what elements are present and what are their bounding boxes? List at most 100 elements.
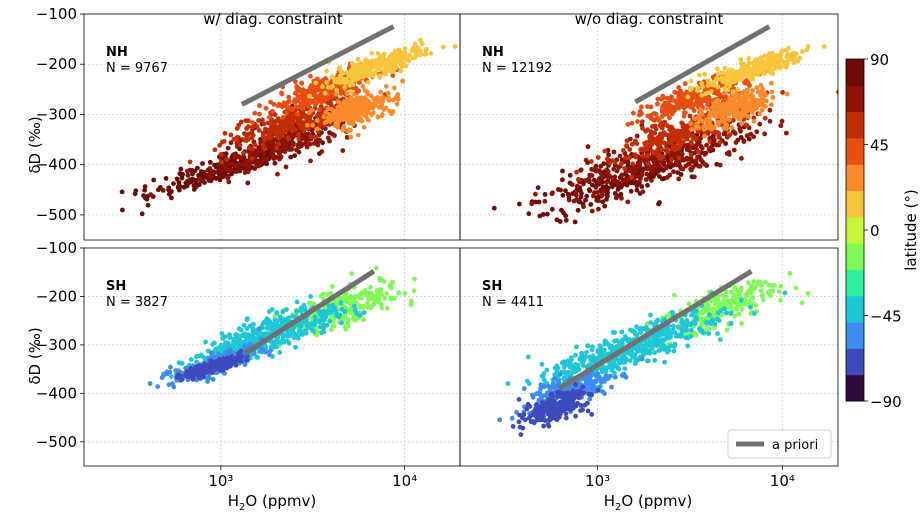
data-point bbox=[723, 117, 729, 123]
data-point bbox=[203, 339, 209, 345]
data-point bbox=[664, 111, 670, 117]
data-point bbox=[386, 61, 392, 67]
data-point bbox=[274, 155, 279, 160]
data-point bbox=[683, 110, 688, 116]
data-point bbox=[769, 62, 774, 68]
data-point bbox=[732, 285, 738, 290]
data-point bbox=[280, 309, 286, 315]
data-point bbox=[272, 160, 278, 166]
data-point bbox=[234, 332, 240, 338]
data-point bbox=[633, 331, 638, 337]
data-point bbox=[629, 141, 635, 147]
data-point bbox=[402, 290, 408, 296]
data-point bbox=[276, 141, 282, 147]
data-point bbox=[261, 145, 267, 151]
data-point bbox=[344, 91, 350, 97]
data-point bbox=[323, 109, 329, 115]
data-point bbox=[584, 350, 589, 355]
data-point bbox=[583, 157, 589, 163]
data-point bbox=[261, 121, 267, 127]
data-point bbox=[756, 98, 762, 103]
data-point bbox=[674, 100, 680, 106]
data-point bbox=[275, 126, 280, 132]
data-point bbox=[307, 93, 312, 99]
data-point bbox=[207, 166, 213, 171]
region-label: NH bbox=[106, 45, 128, 60]
data-point bbox=[297, 329, 303, 334]
data-point bbox=[185, 172, 191, 178]
data-point bbox=[723, 141, 729, 147]
data-point bbox=[743, 65, 749, 71]
data-point bbox=[656, 201, 661, 207]
data-point bbox=[224, 365, 230, 371]
data-point bbox=[733, 306, 739, 311]
data-point bbox=[291, 324, 297, 330]
data-point bbox=[272, 340, 278, 346]
data-point bbox=[670, 323, 676, 329]
data-point bbox=[695, 85, 701, 91]
data-point bbox=[566, 197, 572, 203]
data-point bbox=[646, 161, 651, 167]
data-point bbox=[270, 328, 275, 334]
data-point bbox=[267, 135, 272, 141]
data-point bbox=[274, 145, 279, 151]
data-point bbox=[324, 80, 329, 85]
data-point bbox=[585, 144, 591, 150]
data-point bbox=[328, 291, 334, 296]
data-point bbox=[341, 76, 346, 82]
data-point bbox=[307, 300, 312, 306]
data-point bbox=[282, 149, 288, 155]
data-point bbox=[294, 84, 299, 89]
data-point bbox=[596, 198, 601, 204]
data-point bbox=[699, 93, 705, 98]
data-point bbox=[408, 302, 414, 308]
data-point bbox=[350, 297, 356, 303]
data-point bbox=[687, 131, 692, 137]
data-point bbox=[685, 143, 691, 149]
data-point bbox=[735, 87, 741, 92]
data-point bbox=[395, 92, 401, 97]
data-point bbox=[777, 54, 783, 60]
data-point bbox=[201, 172, 207, 178]
data-point bbox=[321, 329, 327, 335]
data-point bbox=[374, 265, 379, 271]
data-point bbox=[714, 296, 720, 302]
data-point bbox=[390, 69, 396, 74]
data-point bbox=[171, 384, 177, 390]
data-point bbox=[219, 159, 225, 165]
data-point bbox=[367, 296, 373, 302]
data-point bbox=[725, 100, 730, 106]
data-point bbox=[650, 117, 656, 122]
data-point bbox=[168, 364, 173, 370]
data-point bbox=[712, 325, 717, 331]
data-point bbox=[347, 83, 353, 88]
data-point bbox=[533, 191, 538, 197]
data-point bbox=[325, 135, 331, 141]
data-point bbox=[665, 123, 670, 129]
data-point bbox=[167, 369, 173, 375]
data-point bbox=[705, 129, 711, 135]
data-point bbox=[348, 114, 354, 120]
data-point bbox=[711, 125, 717, 130]
data-point bbox=[298, 121, 303, 127]
data-point bbox=[383, 68, 389, 74]
data-point bbox=[280, 133, 285, 138]
data-point bbox=[660, 133, 665, 139]
data-point bbox=[625, 199, 631, 205]
data-point bbox=[659, 147, 665, 153]
data-point bbox=[712, 301, 718, 307]
data-point bbox=[270, 129, 275, 135]
data-point bbox=[315, 138, 321, 144]
data-point bbox=[329, 327, 334, 332]
data-point bbox=[261, 151, 267, 157]
data-point bbox=[271, 323, 277, 329]
data-point bbox=[210, 169, 215, 175]
data-point bbox=[119, 189, 125, 195]
data-point bbox=[452, 44, 458, 49]
data-point bbox=[160, 188, 166, 193]
scatter-points bbox=[119, 36, 460, 217]
data-point bbox=[419, 41, 425, 47]
data-point bbox=[355, 56, 361, 62]
